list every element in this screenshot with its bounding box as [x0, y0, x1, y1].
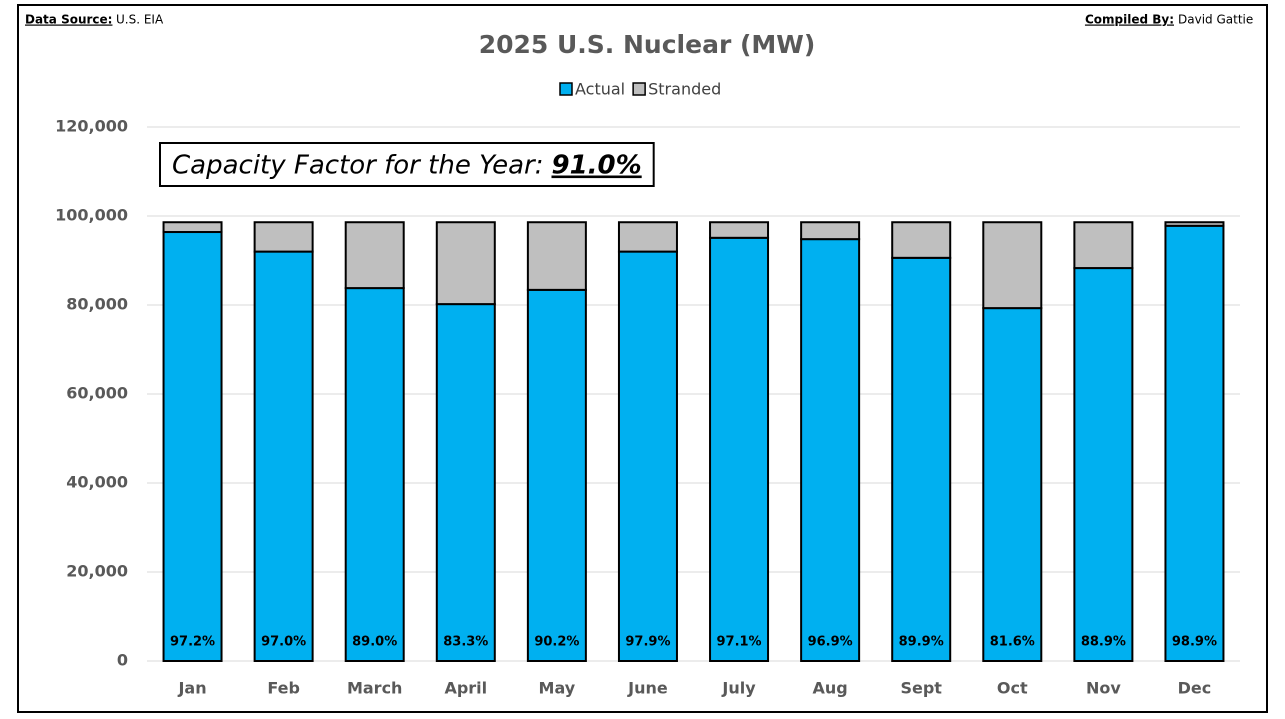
x-tick-label: Feb: [267, 679, 300, 698]
x-tick-label: Nov: [1086, 679, 1121, 698]
y-tick-label: 40,000: [66, 473, 128, 492]
bar-segment: [800, 238, 861, 662]
bar-segment: [344, 221, 405, 290]
bar-segment: [1164, 224, 1225, 662]
bar-segment: [526, 288, 587, 662]
bar-segment: [709, 236, 770, 662]
capacity-factor-label: 83.3%: [443, 635, 488, 650]
compiled-label: Compiled By:: [1085, 13, 1174, 27]
capacity-factor-label: 81.6%: [990, 635, 1035, 650]
y-tick-label: 80,000: [66, 295, 128, 314]
bar-segment: [891, 221, 952, 259]
legend-label: Stranded: [648, 80, 721, 99]
x-tick-label: Oct: [997, 679, 1028, 698]
x-tick-label: Sept: [900, 679, 942, 698]
bar-segment: [253, 221, 314, 253]
source: U.S. EIA: [116, 13, 164, 27]
y-tick-label: 0: [117, 651, 128, 670]
bar-segment: [617, 250, 678, 662]
x-tick-label: July: [721, 679, 756, 698]
bar-segment: [982, 307, 1043, 662]
capacity-factor-label: 88.9%: [1081, 635, 1126, 650]
bar-segment: [982, 221, 1043, 310]
bar-segment: [1164, 221, 1225, 227]
y-tick-label: 60,000: [66, 384, 128, 403]
capacity-factor-label: 97.9%: [625, 635, 670, 650]
annotation: Capacity Factor for the Year:: [172, 151, 543, 181]
bar-segment: [253, 250, 314, 662]
bar-segment: [709, 221, 770, 239]
x-tick-label: June: [627, 679, 668, 698]
bar-segment: [435, 221, 496, 306]
annotation-value: 91.0%: [551, 151, 641, 181]
y-tick-label: 120,000: [55, 117, 128, 136]
capacity-factor-label: 97.0%: [261, 635, 306, 650]
x-tick-label: April: [444, 679, 487, 698]
legend-label: Actual: [575, 80, 625, 99]
bar-segment: [617, 221, 678, 253]
x-tick-label: Jan: [177, 679, 206, 698]
y-tick-label: 100,000: [55, 206, 128, 225]
chart-title: 2025 U.S. Nuclear (MW): [479, 30, 816, 59]
bar-segment: [162, 221, 223, 234]
bar-segment: [435, 303, 496, 662]
x-tick-label: May: [539, 679, 576, 698]
capacity-factor-label: 97.2%: [170, 635, 215, 650]
bar-segment: [1073, 221, 1134, 270]
compiled: David Gattie: [1178, 13, 1253, 27]
bar-segment: [344, 287, 405, 662]
capacity-factor-label: 89.0%: [352, 635, 397, 650]
capacity-factor-label: 98.9%: [1172, 635, 1217, 650]
source-label: Data Source:: [25, 13, 112, 27]
legend-swatch: [559, 82, 573, 96]
bar-segment: [891, 256, 952, 662]
legend-swatch: [632, 82, 646, 96]
bar-segment: [526, 221, 587, 291]
capacity-factor-label: 89.9%: [899, 635, 944, 650]
y-tick-label: 20,000: [66, 562, 128, 581]
bar-segment: [1073, 267, 1134, 662]
x-tick-label: March: [347, 679, 402, 698]
bar-segment: [162, 231, 223, 663]
capacity-factor-label: 97.1%: [716, 635, 761, 650]
capacity-factor-label: 90.2%: [534, 635, 579, 650]
capacity-factor-label: 96.9%: [808, 635, 853, 650]
bar-segment: [800, 221, 861, 241]
x-tick-label: Dec: [1178, 679, 1212, 698]
x-tick-label: Aug: [813, 679, 848, 698]
annotation-box: [159, 142, 655, 187]
